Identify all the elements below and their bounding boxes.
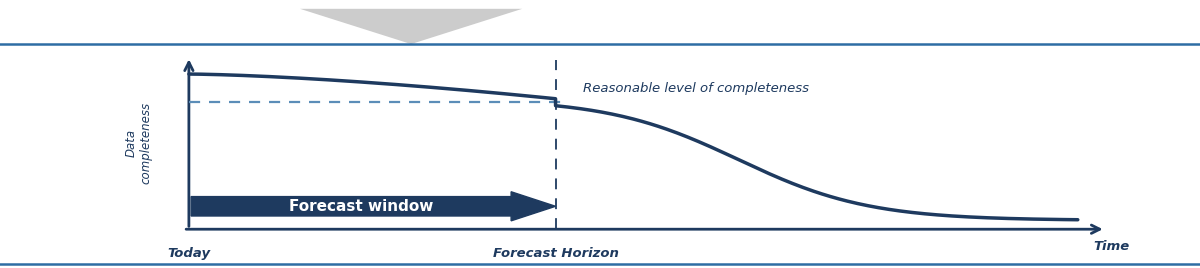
Text: Today: Today [167,247,210,260]
Text: Data
completeness: Data completeness [125,102,152,184]
Text: Time: Time [1093,240,1129,253]
Text: Reasonable level of completeness: Reasonable level of completeness [583,82,809,95]
Text: Forecast Horizon: Forecast Horizon [493,247,618,260]
Polygon shape [300,9,522,44]
FancyArrow shape [191,192,556,221]
Text: Forecast window: Forecast window [289,199,433,214]
